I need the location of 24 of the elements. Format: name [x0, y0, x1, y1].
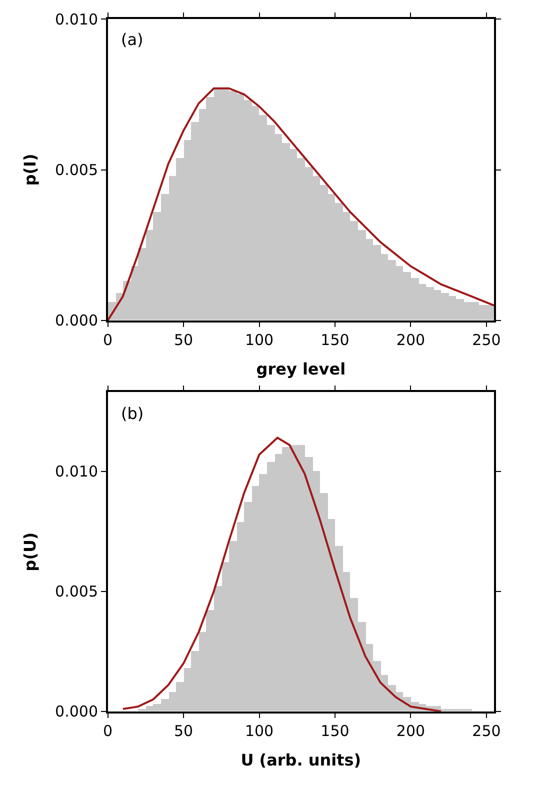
x-tick-label: 100: [244, 331, 274, 350]
y-axis-title: p(U): [20, 532, 40, 572]
y-tick-label: 0.000: [55, 702, 98, 721]
x-tick-label: 150: [320, 722, 350, 740]
x-tick-label: 250: [472, 331, 501, 350]
x-tick-label: 200: [396, 331, 426, 350]
y-tick-label: 0.005: [55, 161, 98, 180]
y-tick-label: 0.005: [55, 582, 98, 601]
x-axis-title: U (arb. units): [240, 750, 362, 770]
y-axis-title: p(I): [20, 154, 40, 186]
y-tick-label: 0.010: [55, 10, 98, 28]
x-tick-label: 0: [102, 722, 113, 740]
annotation: (b): [121, 404, 144, 423]
y-tick-label: 0.000: [55, 312, 98, 330]
x-tick-label: 200: [396, 722, 426, 740]
x-axis-title: grey level: [256, 359, 346, 378]
x-tick-label: 0: [102, 331, 113, 350]
x-tick-label: 50: [174, 722, 194, 740]
x-tick-label: 250: [472, 722, 501, 740]
annotation: (a): [121, 30, 144, 49]
x-tick-label: 50: [174, 331, 194, 350]
y-tick-label: 0.010: [55, 462, 98, 481]
x-tick-label: 100: [244, 722, 274, 740]
x-tick-label: 150: [320, 331, 350, 350]
